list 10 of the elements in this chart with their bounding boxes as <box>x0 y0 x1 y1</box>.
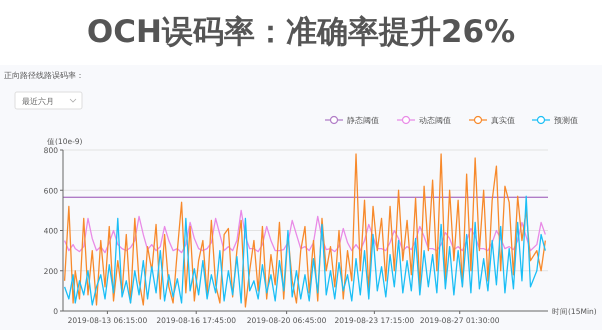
dropdown-field: 最近六月 <box>14 92 82 110</box>
chart-title: OCH误码率：准确率提升26% <box>86 14 516 50</box>
legend-label: 动态阈值 <box>419 116 451 125</box>
legend-label: 真实值 <box>491 116 515 125</box>
line-series <box>64 196 546 306</box>
legend-label: 预测值 <box>554 116 578 125</box>
line-series <box>64 153 546 308</box>
legend-label: 静态阈值 <box>347 116 379 125</box>
chart-subtitle: 正向路径线路误码率： <box>4 71 84 80</box>
line-series <box>64 210 546 254</box>
